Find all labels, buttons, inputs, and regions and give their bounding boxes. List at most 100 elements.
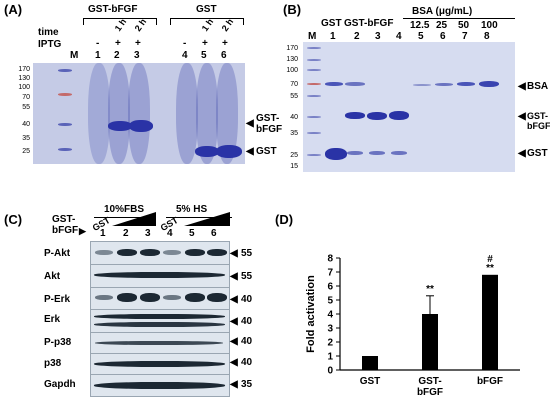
cond-5hs: 5% HS	[176, 204, 208, 215]
lane-b-4: 4	[396, 31, 402, 42]
y-tick-label: 1	[327, 352, 333, 363]
mw-a-100: 100	[18, 84, 30, 91]
y-tick-label: 0	[327, 366, 333, 377]
bracket-gst-bfgf	[83, 18, 157, 25]
row-label-p-akt: P-Akt	[44, 248, 71, 259]
significance-mark: #	[487, 254, 493, 265]
lane-b-2: 2	[354, 31, 360, 42]
mw-a-25: 25	[22, 148, 30, 155]
mw-p-akt: 55	[241, 248, 253, 259]
label-b-gst-bfgf: GST-bFGF	[527, 111, 550, 131]
arrow-a-gst-bfgf: ◀	[246, 118, 254, 129]
row-label-gapdh: Gapdh	[44, 379, 76, 390]
blot-p38	[90, 353, 230, 375]
mw-arrow-erk: ◀	[230, 316, 238, 327]
row-label-akt: Akt	[44, 271, 61, 282]
mw-p-p38: 40	[241, 336, 253, 347]
mw-b-55: 55	[290, 93, 298, 100]
label-b-gst: GST	[527, 148, 548, 159]
arrow-b-gst-bfgf: ◀	[518, 111, 526, 122]
panel-b-label: (B)	[283, 2, 302, 17]
bar-1	[362, 356, 378, 370]
lane-5: 5	[201, 50, 207, 61]
lane-b-m: M	[308, 31, 317, 42]
mw-b-40: 40	[290, 114, 298, 121]
mw-arrow-p-akt: ◀	[230, 248, 238, 259]
mw-b-170: 170	[286, 45, 298, 52]
panel-c-label: (C)	[4, 212, 23, 227]
x-tick-label: GST	[360, 376, 381, 387]
lane-2: 2	[114, 50, 120, 61]
mw-a-170: 170	[18, 66, 30, 73]
lane-c-6: 6	[211, 228, 217, 239]
lane-m: M	[70, 50, 79, 61]
lane-c-1: 1	[100, 228, 106, 239]
y-tick-label: 3	[327, 324, 333, 335]
lane-c-4: 4	[167, 228, 173, 239]
panel-d-label: (D)	[275, 212, 294, 227]
blot-p-akt	[90, 241, 230, 266]
blot-p-erk	[90, 287, 230, 310]
gradient-wedge-2	[184, 212, 230, 226]
cond-10fbs: 10%FBS	[104, 204, 145, 215]
lane-3: 3	[134, 50, 140, 61]
mw-gapdh: 35	[241, 379, 253, 390]
label-a-gst-bfgf: GST- bFGF	[256, 113, 283, 135]
sds-gel-b	[303, 42, 515, 172]
iptg-lane1: -	[96, 38, 100, 49]
mw-b-35: 35	[290, 130, 298, 137]
x-tick-label: bFGF	[477, 376, 503, 387]
mw-arrow-p-erk: ◀	[230, 294, 238, 305]
mw-a-55: 55	[22, 104, 30, 111]
bsa-conc-2: 25	[436, 20, 448, 31]
row-iptg-label: IPTG	[38, 39, 62, 50]
lane-1: 1	[95, 50, 101, 61]
arrow-b-gst: ◀	[518, 148, 526, 159]
mw-arrow-p-p38: ◀	[230, 336, 238, 347]
lane-b-6: 6	[440, 31, 446, 42]
significance-mark: **	[486, 263, 494, 274]
y-tick-label: 8	[327, 254, 333, 265]
cond-line-1	[94, 217, 156, 218]
panel-a-group-gst: GST	[196, 4, 217, 15]
iptg-lane4: -	[183, 38, 187, 49]
y-tick-label: 6	[327, 282, 333, 293]
significance-mark: **	[426, 284, 434, 295]
mw-erk: 40	[241, 316, 253, 327]
blot-erk	[90, 309, 230, 333]
lane-b-8: 8	[484, 31, 490, 42]
blot-akt	[90, 264, 230, 288]
mw-b-130: 130	[286, 56, 298, 63]
mw-arrow-p38: ◀	[230, 357, 238, 368]
row-label-p-erk: P-Erk	[44, 294, 71, 305]
y-tick-label: 2	[327, 338, 333, 349]
y-tick-label: 7	[327, 268, 333, 279]
panel-b-header-gst: GST	[321, 18, 342, 29]
mw-arrow-akt: ◀	[230, 271, 238, 282]
lane-b-5: 5	[418, 31, 424, 42]
iptg-lane6: +	[222, 38, 228, 49]
gst-bfgf-label-c: GST- bFGF	[52, 214, 79, 236]
mw-a-40: 40	[22, 121, 30, 128]
mw-b-100: 100	[286, 67, 298, 74]
iptg-lane2: +	[115, 38, 121, 49]
label-b-bsa: BSA	[527, 81, 549, 92]
mw-a-130: 130	[18, 75, 30, 82]
y-axis-label: Fold activation	[305, 275, 317, 353]
mw-akt: 55	[241, 271, 253, 282]
mw-a-70: 70	[22, 94, 30, 101]
lane-b-3: 3	[375, 31, 381, 42]
x-tick-label: bFGF	[417, 387, 443, 398]
row-label-p38: p38	[44, 358, 62, 369]
bsa-conc-4: 100	[481, 20, 498, 31]
bracket-gst	[170, 18, 244, 25]
blot-gapdh	[90, 374, 230, 397]
lane-4: 4	[182, 50, 188, 61]
sds-gel-a	[33, 63, 245, 164]
panel-a-label: (A)	[4, 2, 23, 17]
panel-b-header-gst-bfgf: GST-bFGF	[344, 18, 394, 29]
panel-a-group-gst-bfgf: GST-bFGF	[88, 4, 138, 15]
bar-3	[482, 274, 498, 370]
arrow-c: ▶	[79, 226, 86, 236]
